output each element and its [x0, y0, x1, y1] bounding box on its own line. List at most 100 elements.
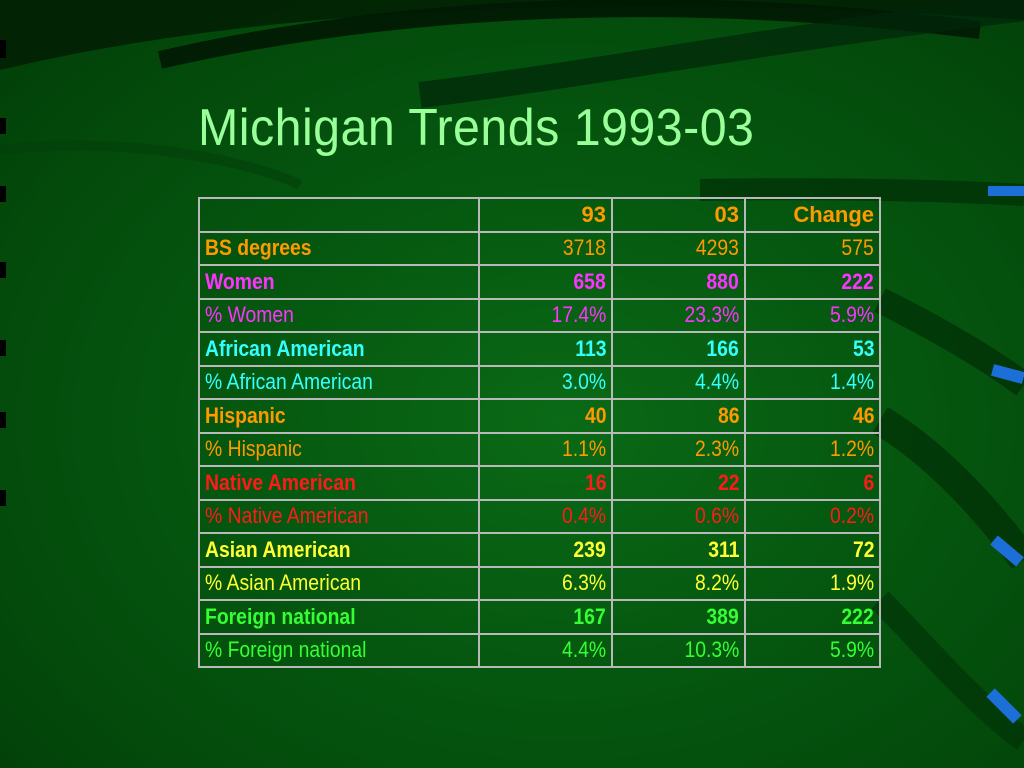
row-label-cell: % Asian American — [198, 565, 480, 601]
row-value-03-text: 4.4% — [694, 369, 739, 395]
row-value-03-cell: 311 — [611, 532, 746, 568]
row-change-text: 5.9% — [829, 637, 874, 663]
row-label-text: Native American — [205, 469, 357, 495]
row-label-text: % Foreign national — [205, 637, 367, 663]
row-label-text: % Women — [205, 302, 294, 328]
row-change-cell: 1.2% — [744, 431, 881, 467]
table-row: Asian American 239 311 72 — [198, 532, 881, 568]
row-label-text: % Asian American — [205, 570, 362, 596]
row-label-text: African American — [205, 335, 365, 361]
row-value-03-cell: 0.6% — [611, 498, 746, 534]
trends-table: 93 03 Change BS degrees 3718 4293 575 Women 6… — [198, 197, 881, 668]
row-label-cell: Asian American — [198, 532, 480, 568]
row-value-93-cell: 16 — [478, 465, 613, 501]
table-row: BS degrees 3718 4293 575 — [198, 230, 881, 266]
row-label-text: Asian American — [205, 536, 351, 562]
table-row: % Native American 0.4% 0.6% 0.2% — [198, 498, 881, 534]
row-value-03-cell: 22 — [611, 465, 746, 501]
row-value-03-text: 4293 — [695, 235, 739, 261]
row-value-03-cell: 86 — [611, 398, 746, 434]
row-value-93-cell: 239 — [478, 532, 613, 568]
slide-title: Michigan Trends 1993-03 — [198, 99, 755, 157]
row-label-text: % Native American — [205, 503, 369, 529]
row-value-03-text: 166 — [706, 335, 739, 361]
row-value-93-cell: 17.4% — [478, 297, 613, 333]
header-cell-93: 93 — [478, 197, 613, 233]
row-value-93-text: 658 — [573, 268, 606, 294]
row-value-93-cell: 3718 — [478, 230, 613, 266]
table-row: % Hispanic 1.1% 2.3% 1.2% — [198, 431, 881, 467]
row-label-cell: Foreign national — [198, 599, 480, 635]
row-change-text: 1.4% — [829, 369, 874, 395]
row-value-03-text: 23.3% — [684, 302, 739, 328]
row-change-cell: 222 — [744, 599, 881, 635]
row-value-93-cell: 6.3% — [478, 565, 613, 601]
row-value-03-text: 880 — [706, 268, 739, 294]
row-value-03-cell: 4293 — [611, 230, 746, 266]
row-value-93-text: 3718 — [562, 235, 606, 261]
row-value-03-text: 389 — [706, 603, 739, 629]
row-value-03-cell: 10.3% — [611, 632, 746, 668]
row-change-text: 1.2% — [829, 436, 874, 462]
header-cell-blank — [198, 197, 480, 233]
row-change-text: 575 — [841, 235, 874, 261]
row-change-text: 1.9% — [829, 570, 874, 596]
row-value-93-cell: 4.4% — [478, 632, 613, 668]
row-value-93-cell: 167 — [478, 599, 613, 635]
row-change-cell: 53 — [744, 331, 881, 367]
row-label-cell: % Foreign national — [198, 632, 480, 668]
row-change-cell: 6 — [744, 465, 881, 501]
table-header-row: 93 03 Change — [198, 197, 881, 233]
row-label-text: BS degrees — [205, 235, 312, 261]
row-change-cell: 5.9% — [744, 297, 881, 333]
row-label-cell: Native American — [198, 465, 480, 501]
row-change-text: 72 — [852, 536, 874, 562]
row-change-cell: 1.9% — [744, 565, 881, 601]
row-value-93-text: 1.1% — [561, 436, 606, 462]
table-row: Foreign national 167 389 222 — [198, 599, 881, 635]
row-value-03-text: 311 — [707, 536, 739, 562]
row-value-93-text: 16 — [584, 469, 606, 495]
header-cell-03: 03 — [611, 197, 746, 233]
row-value-03-cell: 8.2% — [611, 565, 746, 601]
row-value-03-text: 2.3% — [694, 436, 739, 462]
row-change-text: 53 — [852, 335, 874, 361]
row-value-03-cell: 2.3% — [611, 431, 746, 467]
row-value-03-cell: 4.4% — [611, 364, 746, 400]
row-value-03-text: 10.3% — [684, 637, 739, 663]
row-change-cell: 5.9% — [744, 632, 881, 668]
row-change-cell: 72 — [744, 532, 881, 568]
row-value-93-text: 40 — [584, 402, 606, 428]
row-label-cell: % Native American — [198, 498, 480, 534]
row-value-93-text: 17.4% — [551, 302, 606, 328]
row-change-text: 222 — [841, 268, 874, 294]
row-value-93-cell: 40 — [478, 398, 613, 434]
row-value-93-text: 167 — [573, 603, 606, 629]
row-value-03-cell: 880 — [611, 264, 746, 300]
row-change-text: 6 — [863, 469, 874, 495]
row-value-03-cell: 166 — [611, 331, 746, 367]
row-change-text: 46 — [852, 402, 874, 428]
table-row: African American 113 166 53 — [198, 331, 881, 367]
row-value-03-text: 0.6% — [694, 503, 739, 529]
row-label-text: % Hispanic — [205, 436, 302, 462]
row-label-cell: Women — [198, 264, 480, 300]
row-value-93-text: 4.4% — [561, 637, 606, 663]
row-label-cell: African American — [198, 331, 480, 367]
table-row: % African American 3.0% 4.4% 1.4% — [198, 364, 881, 400]
row-value-93-cell: 3.0% — [478, 364, 613, 400]
row-change-cell: 1.4% — [744, 364, 881, 400]
row-value-93-text: 239 — [573, 536, 606, 562]
row-change-cell: 575 — [744, 230, 881, 266]
row-label-cell: % Hispanic — [198, 431, 480, 467]
table-row: % Women 17.4% 23.3% 5.9% — [198, 297, 881, 333]
row-label-text: Hispanic — [205, 402, 286, 428]
row-label-text: Women — [205, 268, 275, 294]
row-value-03-text: 86 — [717, 402, 739, 428]
row-value-93-text: 6.3% — [561, 570, 606, 596]
row-label-cell: BS degrees — [198, 230, 480, 266]
row-value-93-text: 3.0% — [561, 369, 606, 395]
row-change-text: 5.9% — [829, 302, 874, 328]
row-change-cell: 46 — [744, 398, 881, 434]
